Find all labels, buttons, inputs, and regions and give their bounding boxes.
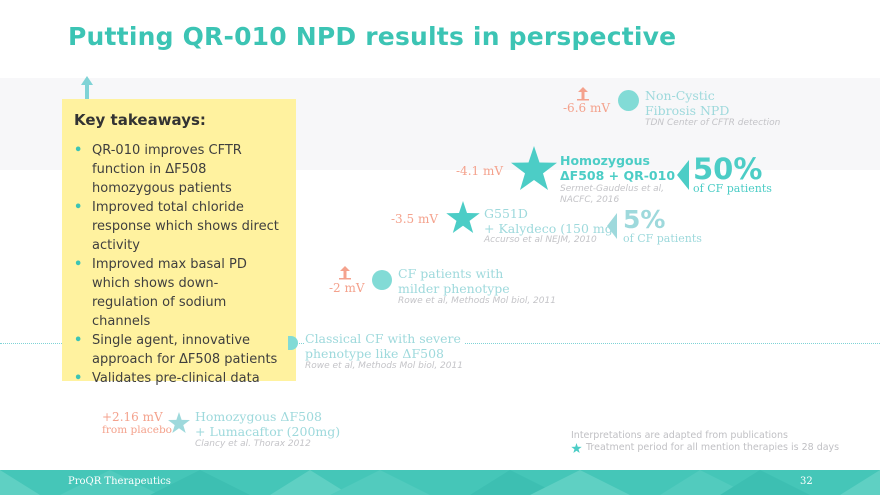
star-icon	[571, 443, 582, 453]
lumacaftor-label-1: Homozygous ΔF508	[195, 409, 322, 424]
bullet-icon: •	[74, 143, 83, 158]
g551d-citation: Accurso et al NEJM, 2010	[484, 235, 597, 245]
left-triangle-icon	[607, 213, 617, 239]
qr010-mv: -4.1 mV	[456, 164, 503, 178]
star-icon	[446, 201, 480, 233]
g551d-label-2: + Kalydeco (150 mg)	[484, 221, 618, 236]
noncf-circle-icon	[618, 90, 639, 111]
bullet-icon: •	[74, 333, 83, 348]
lumacaftor-label-2: + Lumacaftor (200mg)	[195, 424, 341, 439]
footer-bar: ProQR Therapeutics 32	[0, 470, 880, 495]
bullet-icon: •	[74, 200, 83, 215]
bullet-icon: •	[74, 257, 83, 272]
qr010-percent: 50%	[693, 152, 763, 186]
star-icon	[168, 412, 190, 433]
list-item: • Single agent, innovative approach for Δ…	[74, 333, 278, 367]
note-interpretations: Interpretations are adapted from publica…	[571, 430, 788, 441]
up-arrow-icon	[577, 87, 589, 101]
qr010-percent-label: of CF patients	[693, 182, 772, 195]
noncf-mv: -6.6 mV	[563, 101, 610, 115]
footer-pattern	[0, 470, 880, 495]
up-arrow-icon	[81, 76, 93, 102]
bullet-icon: •	[74, 371, 83, 386]
qr010-citation-2: NACFC, 2016	[560, 195, 620, 205]
classical-circle-icon	[288, 336, 298, 350]
lumacaftor-mv-sub: from placebo	[102, 424, 172, 436]
list-item: • Validates pre-clinical data	[74, 371, 260, 386]
g551d-mv: -3.5 mV	[391, 212, 438, 226]
up-arrow-icon	[339, 266, 351, 280]
noncf-label-1: Non-Cystic	[645, 88, 715, 103]
mild-mv: -2 mV	[329, 281, 365, 295]
classical-label-1: Classical CF with severe	[305, 331, 465, 346]
lumacaftor-citation: Clancy et al. Thorax 2012	[195, 439, 311, 449]
lumacaftor-mv: +2.16 mV	[102, 410, 163, 424]
star-icon	[511, 146, 557, 190]
qr010-label-2: ΔF508 + QR-010	[560, 168, 676, 183]
note-treatment-period: Treatment period for all mention therapi…	[586, 442, 840, 453]
key-takeaways-box: Key takeaways: • QR-010 improves CFTR fun…	[62, 99, 296, 386]
takeaways-heading: Key takeaways:	[74, 111, 206, 129]
footer-company: ProQR Therapeutics	[68, 476, 171, 487]
list-item: • QR-010 improves CFTR function in ΔF508 …	[74, 143, 242, 196]
mild-citation: Rowe et al, Methods Mol biol, 2011	[398, 296, 556, 306]
noncf-label-2: Fibrosis NPD	[645, 103, 730, 118]
footer-page-number: 32	[800, 476, 813, 487]
qr010-label-1: Homozygous	[560, 153, 650, 168]
list-item: • Improved max basal PD which shows down-…	[74, 257, 247, 329]
noncf-citation: TDN Center of CFTR detection	[645, 118, 781, 128]
list-item: • Improved total chloride response which …	[74, 200, 279, 253]
mild-circle-icon	[372, 270, 392, 290]
mild-label-1: CF patients with	[398, 266, 504, 281]
g551d-label-1: G551D	[484, 206, 528, 221]
qr010-citation-1: Sermet-Gaudelus et al,	[560, 184, 665, 194]
classical-citation: Rowe et al, Methods Mol biol, 2011	[305, 361, 463, 371]
classical-label-2: phenotype like ΔF508	[305, 346, 444, 361]
g551d-percent-label: of CF patients	[623, 232, 702, 245]
left-triangle-icon	[677, 160, 689, 190]
g551d-percent: 5%	[623, 205, 666, 234]
mild-label-2: milder phenotype	[398, 281, 510, 296]
takeaways-list: • QR-010 improves CFTR function in ΔF508 …	[74, 141, 284, 388]
slide-title: Putting QR-010 NPD results in perspectiv…	[68, 22, 677, 51]
